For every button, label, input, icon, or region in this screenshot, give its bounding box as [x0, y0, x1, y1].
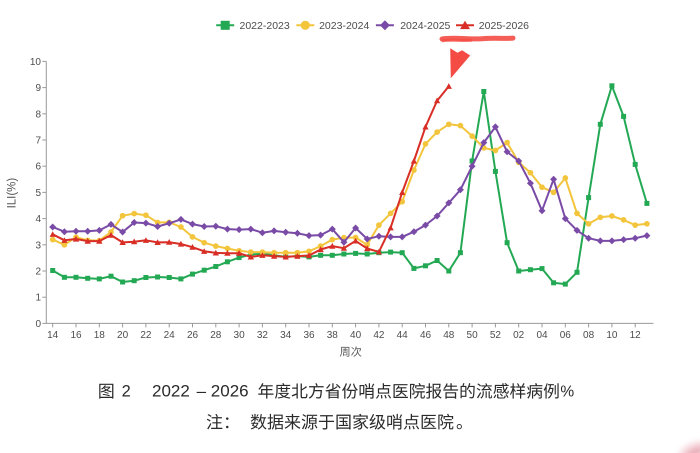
- svg-text:16: 16: [70, 330, 82, 341]
- svg-text:2025-2026: 2025-2026: [479, 20, 529, 32]
- svg-text:3: 3: [35, 240, 41, 251]
- svg-text:8: 8: [35, 109, 41, 120]
- svg-text:5: 5: [35, 188, 41, 199]
- svg-text:14: 14: [47, 330, 59, 341]
- svg-text:50: 50: [467, 330, 479, 341]
- svg-text:40: 40: [350, 330, 362, 341]
- svg-text:10: 10: [30, 57, 42, 68]
- svg-text:2024-2025: 2024-2025: [400, 20, 450, 32]
- svg-text:26: 26: [187, 330, 199, 341]
- svg-text:04: 04: [536, 330, 548, 341]
- svg-text:42: 42: [373, 330, 385, 341]
- svg-text:22: 22: [140, 330, 152, 341]
- svg-text:24: 24: [164, 330, 176, 341]
- svg-text:02: 02: [513, 330, 525, 341]
- svg-text:7: 7: [35, 136, 41, 147]
- svg-text:10: 10: [606, 330, 618, 341]
- svg-text:28: 28: [210, 330, 222, 341]
- svg-text:52: 52: [490, 330, 502, 341]
- svg-text:2022-2023: 2022-2023: [240, 20, 290, 32]
- svg-text:48: 48: [443, 330, 455, 341]
- svg-text:06: 06: [560, 330, 572, 341]
- svg-text:2: 2: [122, 383, 131, 401]
- svg-text:9: 9: [35, 83, 41, 94]
- svg-text:1: 1: [35, 293, 41, 304]
- svg-text:18: 18: [94, 330, 106, 341]
- svg-text:32: 32: [257, 330, 269, 341]
- svg-text:2023-2024: 2023-2024: [319, 20, 369, 32]
- svg-text:2026: 2026: [211, 382, 249, 401]
- svg-text:46: 46: [420, 330, 432, 341]
- svg-text:36: 36: [303, 330, 315, 341]
- svg-text:08: 08: [583, 330, 595, 341]
- svg-text:2022: 2022: [152, 382, 190, 401]
- svg-text:38: 38: [327, 330, 339, 341]
- svg-text:4: 4: [35, 214, 41, 225]
- svg-text:20: 20: [117, 330, 129, 341]
- svg-text:0: 0: [35, 319, 41, 330]
- svg-text:ILI(%): ILI(%): [6, 178, 18, 209]
- svg-text:%: %: [560, 384, 574, 401]
- svg-text:44: 44: [397, 330, 409, 341]
- svg-text:–: –: [197, 382, 207, 401]
- svg-text:12: 12: [630, 330, 642, 341]
- svg-text:30: 30: [234, 330, 246, 341]
- svg-text:34: 34: [280, 330, 292, 341]
- svg-text:2: 2: [35, 267, 41, 278]
- svg-text:6: 6: [35, 162, 41, 173]
